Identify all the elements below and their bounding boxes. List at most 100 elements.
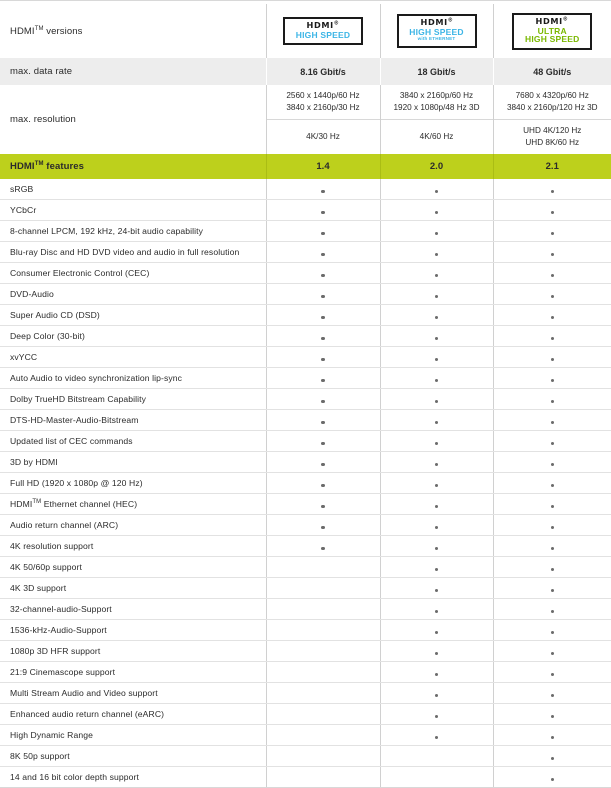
table-row: 8K 50p support <box>0 745 611 767</box>
supported-dot-icon <box>550 693 554 697</box>
logo-line2: HIGH SPEED <box>525 34 580 44</box>
supported-dot-icon <box>434 714 439 718</box>
supported-dot-icon <box>321 273 325 277</box>
feature-support-cell <box>379 703 493 725</box>
unsupported-blank-icon <box>321 778 324 781</box>
feature-support-cell <box>265 724 380 746</box>
supported-dot-icon <box>321 420 325 424</box>
table-row: Auto Audio to video synchronization lip-… <box>0 367 611 389</box>
supported-dot-icon <box>434 420 439 424</box>
cell-logo-col2: HDMI® HIGH SPEED with ETHERNET <box>379 4 493 58</box>
cell-logo-col3: HDMI® ULTRA HIGH SPEED <box>492 4 611 58</box>
table-row: HDMITM Ethernet channel (HEC) <box>0 493 611 515</box>
supported-dot-icon <box>434 672 439 676</box>
supported-dot-icon <box>321 357 325 361</box>
feature-label: Multi Stream Audio and Video support <box>0 682 266 704</box>
resolution-line: 1920 x 1080p/48 Hz 3D <box>393 103 480 112</box>
feature-label: Blu-ray Disc and HD DVD video and audio … <box>0 241 266 263</box>
feature-label: 1536-kHz-Audio-Support <box>0 619 266 641</box>
resolution-line: 3840 x 2160p/30 Hz <box>286 103 360 112</box>
feature-support-cell <box>492 598 611 620</box>
feature-label: Updated list of CEC commands <box>0 430 266 452</box>
feature-support-cell <box>379 325 493 347</box>
supported-dot-icon <box>550 441 554 445</box>
feature-support-cell <box>492 535 611 557</box>
table-top-rule <box>0 0 611 4</box>
table-row: Multi Stream Audio and Video support <box>0 682 611 704</box>
feature-label: 1080p 3D HFR support <box>0 640 266 662</box>
resolution-line: 7680 x 4320p/60 Hz <box>515 90 589 100</box>
feature-support-cell <box>379 220 493 242</box>
resolution-line: UHD 4K/120 Hz <box>523 125 582 135</box>
supported-dot-icon <box>434 735 439 739</box>
feature-support-cell <box>492 682 611 704</box>
resolution-line: 4K/30 Hz <box>306 131 340 141</box>
feature-support-cell <box>379 304 493 326</box>
feature-support-cell <box>492 556 611 578</box>
supported-dot-icon <box>321 189 325 193</box>
supported-dot-icon <box>321 462 325 466</box>
supported-dot-icon <box>434 189 439 193</box>
table-row: High Dynamic Range <box>0 724 611 746</box>
supported-dot-icon <box>550 378 554 382</box>
hdmi-wordmark: HDMI® <box>306 20 340 30</box>
feature-support-cell <box>379 766 493 788</box>
feature-label: Audio return channel (ARC) <box>0 514 266 536</box>
supported-dot-icon <box>434 483 439 487</box>
row-hdmi-features-header: HDMITM features 1.4 2.0 2.1 <box>0 154 611 179</box>
supported-dot-icon <box>550 189 554 193</box>
resolution-line: 3840 x 2160p/120 Hz 3D <box>506 103 598 112</box>
unsupported-blank-icon <box>321 589 324 592</box>
feature-support-cell <box>492 220 611 242</box>
supported-dot-icon <box>434 252 439 256</box>
feature-support-cell <box>379 283 493 305</box>
feature-support-cell <box>492 724 611 746</box>
supported-dot-icon <box>321 441 325 445</box>
supported-dot-icon <box>550 315 554 319</box>
hdmi-ultra-high-speed-logo: HDMI® ULTRA HIGH SPEED <box>512 12 593 50</box>
feature-support-cell <box>379 430 493 452</box>
feature-support-cell <box>379 640 493 662</box>
table-row: 1536-kHz-Audio-Support <box>0 619 611 641</box>
supported-dot-icon <box>550 756 554 760</box>
unsupported-blank-icon <box>321 610 324 613</box>
feature-support-cell <box>379 577 493 599</box>
feature-support-cell <box>265 325 380 347</box>
supported-dot-icon <box>434 504 439 508</box>
feature-support-cell <box>492 304 611 326</box>
feature-support-cell <box>379 409 493 431</box>
feature-support-cell <box>492 514 611 536</box>
supported-dot-icon <box>550 252 554 256</box>
supported-dot-icon <box>550 462 554 466</box>
unsupported-blank-icon <box>321 715 324 718</box>
supported-dot-icon <box>434 357 439 361</box>
supported-dot-icon <box>321 336 325 340</box>
feature-label: 4K 50/60p support <box>0 556 266 578</box>
feature-label: DTS-HD-Master-Audio-Bitstream <box>0 409 266 431</box>
table-row: 4K 50/60p support <box>0 556 611 578</box>
cell-version-col3: 2.1 <box>492 154 611 179</box>
feature-support-cell <box>379 241 493 263</box>
feature-support-cell <box>265 179 380 200</box>
supported-dot-icon <box>434 441 439 445</box>
feature-label: YCbCr <box>0 199 266 221</box>
feature-support-cell <box>379 451 493 473</box>
supported-dot-icon <box>321 315 325 319</box>
supported-dot-icon <box>550 672 554 676</box>
feature-support-cell <box>265 703 380 725</box>
supported-dot-icon <box>321 483 325 487</box>
feature-support-cell <box>492 179 611 200</box>
feature-support-cell <box>265 451 380 473</box>
supported-dot-icon <box>550 714 554 718</box>
supported-dot-icon <box>550 210 554 214</box>
feature-support-cell <box>492 472 611 494</box>
supported-dot-icon <box>550 399 554 403</box>
supported-dot-icon <box>550 567 554 571</box>
row-label-max-data-rate: max. data rate <box>0 58 266 85</box>
supported-dot-icon <box>550 630 554 634</box>
feature-label: Auto Audio to video synchronization lip-… <box>0 367 266 389</box>
feature-support-cell <box>265 388 380 410</box>
logo-line1: HIGH SPEED <box>295 29 351 40</box>
cell-logo-col1: HDMI® HIGH SPEED <box>265 4 380 58</box>
